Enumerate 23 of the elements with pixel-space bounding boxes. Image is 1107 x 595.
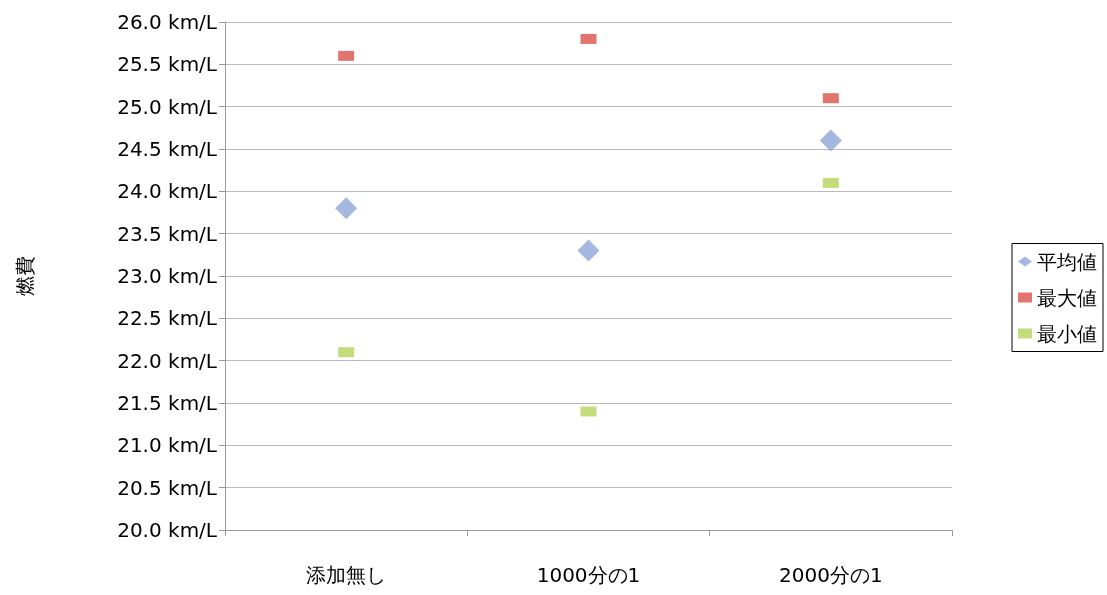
y-tick-label: 25.5 km/L bbox=[117, 52, 218, 77]
y-axis-title: 燃費 bbox=[13, 256, 37, 296]
y-tick-label: 22.0 km/L bbox=[117, 348, 218, 373]
point bbox=[577, 239, 600, 262]
x-tick-label: 2000分の1 bbox=[779, 563, 883, 587]
y-tick-label: 24.5 km/L bbox=[117, 137, 218, 161]
y-tick-label: 21.5 km/L bbox=[117, 391, 218, 415]
y-tick-label: 26.0 km/L bbox=[117, 10, 218, 34]
point bbox=[819, 129, 842, 152]
y-tick-label: 25.0 km/L bbox=[117, 94, 218, 119]
legend-label: 最大値 bbox=[1037, 285, 1097, 310]
y-tick-label: 23.0 km/L bbox=[117, 264, 218, 288]
y-tick-label: 22.5 km/L bbox=[117, 306, 218, 331]
point bbox=[335, 197, 358, 220]
y-tick-label: 24.0 km/L bbox=[117, 179, 218, 204]
legend-label: 平均値 bbox=[1037, 249, 1097, 274]
x-tick-label: 1000分の1 bbox=[536, 563, 641, 587]
y-tick-label: 20.0 km/L bbox=[117, 518, 218, 542]
y-tick-label: 20.5 km/L bbox=[117, 475, 218, 500]
y-tick-label: 23.5 km/L bbox=[117, 221, 218, 246]
y-tick-label: 21.0 km/L bbox=[117, 433, 218, 458]
x-tick-label: 添加無し bbox=[306, 563, 387, 587]
legend-label: 最小値 bbox=[1037, 321, 1097, 346]
